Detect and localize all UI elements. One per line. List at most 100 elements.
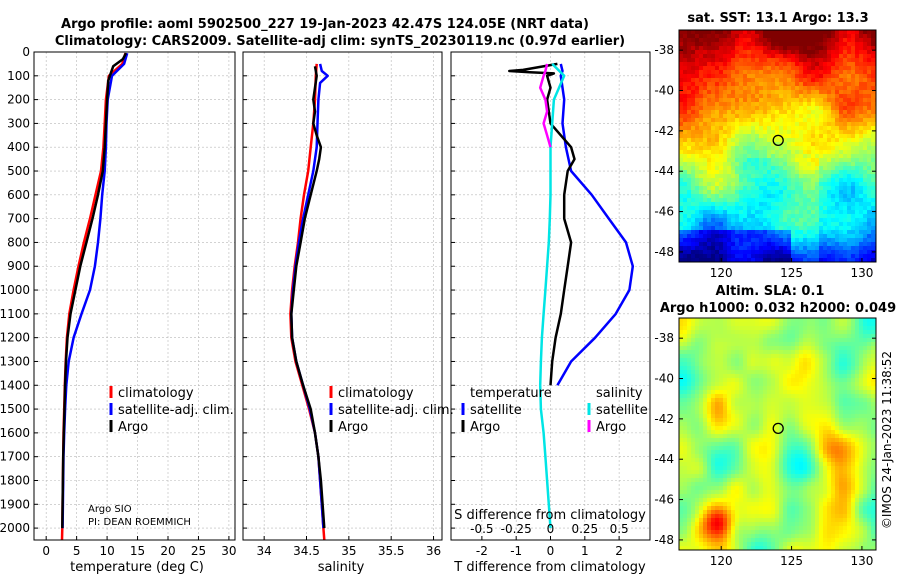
map-cell xyxy=(751,34,756,39)
map-cell xyxy=(839,338,844,343)
map-cell xyxy=(707,122,712,127)
map-cell xyxy=(839,30,844,35)
map-cell xyxy=(711,222,716,227)
map-cell xyxy=(679,154,684,159)
map-cell xyxy=(859,158,864,163)
map-cell xyxy=(775,62,780,67)
map-cell xyxy=(751,338,756,343)
map-cell xyxy=(871,258,876,262)
map-cell xyxy=(831,138,836,143)
map-cell xyxy=(795,322,800,327)
map-cell xyxy=(691,410,696,415)
map-cell xyxy=(767,86,772,91)
map-cell xyxy=(819,418,824,423)
map-cell xyxy=(699,190,704,195)
map-cell xyxy=(763,322,768,327)
map-cell xyxy=(767,38,772,43)
map-cell xyxy=(867,174,872,179)
map-cell xyxy=(755,226,760,231)
map-cell xyxy=(811,70,816,75)
map-cell xyxy=(763,42,768,47)
map-cell xyxy=(731,74,736,79)
map-cell xyxy=(751,214,756,219)
map-cell xyxy=(707,190,712,195)
map-cell xyxy=(783,410,788,415)
map-cell xyxy=(803,414,808,419)
map-cell xyxy=(859,458,864,463)
map-cell xyxy=(759,238,764,243)
map-cell xyxy=(703,230,708,235)
map-cell xyxy=(747,358,752,363)
map-cell xyxy=(843,406,848,411)
map-cell xyxy=(763,338,768,343)
map-cell xyxy=(687,62,692,67)
map-cell xyxy=(683,406,688,411)
map-cell xyxy=(683,338,688,343)
map-cell xyxy=(783,202,788,207)
map-cell xyxy=(731,46,736,51)
map-cell xyxy=(823,182,828,187)
map-cell xyxy=(743,458,748,463)
map-cell xyxy=(811,210,816,215)
map-cell xyxy=(739,438,744,443)
map-cell xyxy=(851,34,856,39)
map-cell xyxy=(779,146,784,151)
map-cell xyxy=(715,326,720,331)
map-cell xyxy=(703,334,708,339)
map-cell xyxy=(783,418,788,423)
map-cell xyxy=(791,198,796,203)
map-cell xyxy=(723,446,728,451)
legend-t-argo: Argo xyxy=(470,420,500,435)
map-cell xyxy=(771,342,776,347)
map-cell xyxy=(835,118,840,123)
map-cell xyxy=(731,234,736,239)
map-cell xyxy=(707,334,712,339)
map-cell xyxy=(707,446,712,451)
map-cell xyxy=(855,114,860,119)
map-cell xyxy=(743,454,748,459)
map-cell xyxy=(823,230,828,235)
map-cell xyxy=(751,254,756,259)
map-cell xyxy=(783,38,788,43)
map-cell xyxy=(807,230,812,235)
map-cell xyxy=(847,394,852,399)
map-cell xyxy=(739,234,744,239)
map-cell xyxy=(851,102,856,107)
map-cell xyxy=(759,190,764,195)
map-cell xyxy=(779,90,784,95)
map-cell xyxy=(795,66,800,71)
map-cell xyxy=(727,362,732,367)
map-cell xyxy=(691,458,696,463)
map-cell xyxy=(695,334,700,339)
map-cell xyxy=(711,242,716,247)
map-cell xyxy=(699,386,704,391)
map-cell xyxy=(859,258,864,262)
map-cell xyxy=(691,394,696,399)
map-cell xyxy=(807,58,812,63)
map-cell xyxy=(723,246,728,251)
map-cell xyxy=(739,326,744,331)
map-cell xyxy=(839,174,844,179)
map-cell xyxy=(735,154,740,159)
temperature-legend: climatology satellite-adj. clim. Argo xyxy=(109,386,234,435)
map-cell xyxy=(807,334,812,339)
map-cell xyxy=(851,142,856,147)
map-cell xyxy=(851,430,856,435)
map-cell xyxy=(831,98,836,103)
map-cell xyxy=(763,162,768,167)
map-cell xyxy=(855,110,860,115)
map-cell xyxy=(839,142,844,147)
map-cell xyxy=(803,158,808,163)
map-cell xyxy=(687,242,692,247)
map-cell xyxy=(799,338,804,343)
map-cell xyxy=(771,374,776,379)
map-cell xyxy=(683,34,688,39)
map-cell xyxy=(803,238,808,243)
map-cell xyxy=(859,70,864,75)
map-cell xyxy=(759,210,764,215)
map-cell xyxy=(783,178,788,183)
map-cell xyxy=(831,426,836,431)
map-cell xyxy=(723,354,728,359)
map-cell xyxy=(851,50,856,55)
map-cell xyxy=(711,82,716,87)
